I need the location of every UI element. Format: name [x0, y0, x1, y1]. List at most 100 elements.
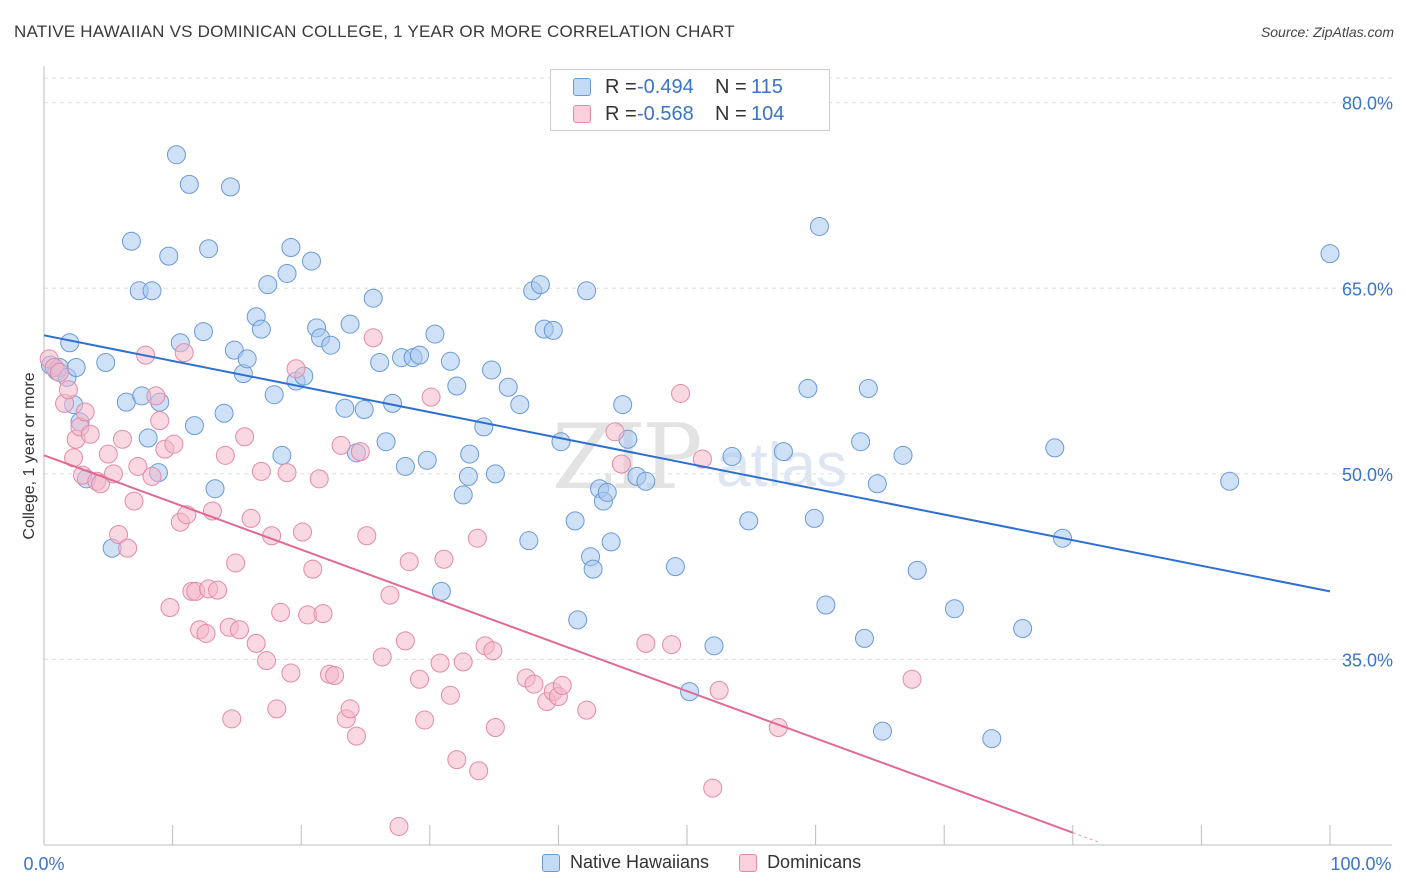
point-native-hawaiian	[354, 400, 374, 420]
point-dominican	[483, 641, 503, 661]
source-credit: Source: ZipAtlas.com	[1260, 24, 1394, 40]
series-legend: Native Hawaiians Dominicans	[542, 852, 891, 873]
point-dominican	[380, 585, 400, 605]
point-native-hawaiian	[340, 314, 360, 334]
point-native-hawaiian	[613, 395, 633, 415]
point-dominican	[303, 559, 323, 579]
series-label-native-hawaiians: Native Hawaiians	[570, 852, 710, 872]
point-native-hawaiian	[568, 610, 588, 630]
point-native-hawaiian	[601, 532, 621, 552]
legend-swatch-blue	[573, 78, 591, 96]
point-dominican	[251, 461, 271, 481]
trend-line-dominicans	[43, 454, 1074, 834]
point-native-hawaiian	[665, 557, 685, 577]
point-dominican	[363, 328, 383, 348]
point-native-hawaiian	[281, 237, 301, 257]
point-native-hawaiian	[704, 636, 724, 656]
point-dominican	[281, 663, 301, 683]
point-dominican	[399, 552, 419, 572]
point-dominican	[440, 685, 460, 705]
point-native-hawaiian	[277, 263, 297, 283]
point-dominican	[421, 387, 441, 407]
legend-n-value: 115	[751, 75, 783, 98]
point-dominican	[415, 710, 435, 730]
point-dominican	[160, 597, 180, 617]
point-dominican	[208, 580, 228, 600]
point-native-hawaiian	[510, 395, 530, 415]
legend-r-label: R =	[605, 75, 637, 98]
point-dominican	[331, 435, 351, 455]
point-native-hawaiian	[474, 417, 494, 437]
point-dominican	[485, 717, 505, 737]
point-native-hawaiian	[258, 275, 278, 295]
point-dominican	[372, 647, 392, 667]
point-native-hawaiian	[370, 353, 390, 373]
point-dominican	[671, 383, 691, 403]
point-dominican	[447, 750, 467, 770]
y-tick-label: 35.0%	[1342, 650, 1393, 670]
legend-r-value: -0.494	[637, 75, 694, 98]
point-dominican	[128, 456, 148, 476]
point-native-hawaiian	[335, 398, 355, 418]
point-native-hawaiian	[60, 333, 80, 353]
point-dominican	[389, 816, 409, 836]
point-dominican	[662, 635, 682, 655]
point-dominican	[313, 604, 333, 624]
point-native-hawaiian	[410, 345, 430, 365]
point-dominican	[98, 444, 118, 464]
point-native-hawaiian	[272, 445, 292, 465]
point-dominican	[434, 549, 454, 569]
point-dominican	[91, 474, 111, 494]
point-native-hawaiian	[858, 379, 878, 399]
point-native-hawaiian	[485, 464, 505, 484]
point-native-hawaiian	[121, 231, 141, 251]
point-dominican	[325, 666, 345, 686]
trend-line-native-hawaiians	[43, 334, 1331, 593]
point-dominican	[292, 522, 312, 542]
point-dominican	[340, 699, 360, 719]
point-native-hawaiian	[636, 471, 656, 491]
y-tick-label: 65.0%	[1342, 279, 1393, 299]
point-native-hawaiian	[851, 432, 871, 452]
point-dominican	[226, 553, 246, 573]
point-dominican	[215, 445, 235, 465]
series-legend-dominicans[interactable]: Dominicans	[739, 852, 861, 873]
point-native-hawaiian	[264, 385, 284, 405]
point-native-hawaiian	[482, 360, 502, 380]
point-native-hawaiian	[205, 479, 225, 499]
point-dominican	[118, 538, 138, 558]
point-dominican	[58, 380, 78, 400]
point-native-hawaiian	[551, 432, 571, 452]
point-native-hawaiian	[321, 335, 341, 355]
point-native-hawaiian	[363, 288, 383, 308]
point-native-hawaiian	[179, 174, 199, 194]
series-legend-native-hawaiians[interactable]: Native Hawaiians	[542, 852, 709, 873]
x-tick-label: 0.0%	[23, 854, 64, 874]
point-native-hawaiian	[872, 721, 892, 741]
correlation-legend: R = -0.494 N = 115 R = -0.568 N = 104	[550, 69, 830, 131]
point-dominican	[49, 362, 69, 382]
point-native-hawaiian	[184, 416, 204, 436]
point-dominican	[277, 463, 297, 483]
point-dominican	[309, 469, 329, 489]
point-native-hawaiian	[1320, 244, 1340, 264]
point-dominican	[112, 429, 132, 449]
point-native-hawaiian	[376, 432, 396, 452]
point-native-hawaiian	[798, 379, 818, 399]
point-native-hawaiian	[944, 599, 964, 619]
point-dominican	[524, 674, 544, 694]
point-native-hawaiian	[96, 353, 116, 373]
point-dominican	[611, 454, 631, 474]
point-native-hawaiian	[142, 281, 162, 301]
point-dominican	[267, 699, 287, 719]
point-native-hawaiian	[583, 559, 603, 579]
point-dominican	[395, 631, 415, 651]
point-dominican	[467, 528, 487, 548]
point-dominican	[636, 633, 656, 653]
point-native-hawaiian	[138, 428, 158, 448]
point-native-hawaiian	[301, 251, 321, 271]
point-dominican	[605, 422, 625, 442]
point-native-hawaiian	[498, 377, 518, 397]
x-tick-label: 100.0%	[1330, 854, 1391, 874]
point-native-hawaiian	[395, 456, 415, 476]
